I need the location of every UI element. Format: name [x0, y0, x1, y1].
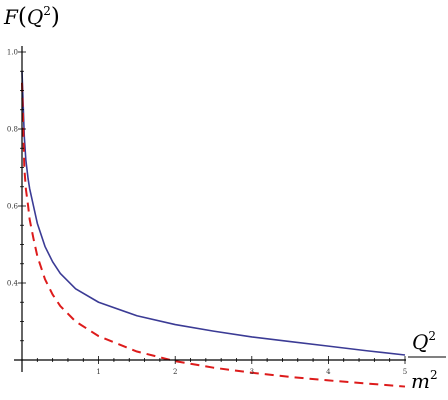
y-tick-label: 1.0: [7, 49, 18, 57]
x-tick-label: 3: [250, 368, 254, 376]
y-label-close: ): [51, 4, 60, 30]
y-label-open: (: [18, 4, 27, 30]
x-label-den-base: m: [411, 369, 430, 393]
x-tick-label: 2: [173, 368, 177, 376]
x-label-num-base: Q: [412, 330, 428, 354]
x-tick-label: 5: [403, 368, 407, 376]
y-label-exp: 2: [43, 4, 51, 18]
x-label-num-exp: 2: [428, 329, 436, 343]
ticks-layer: 1 2 3 4 5 0.4 0.6 0.8 1.0: [7, 49, 407, 377]
x-tick-label: 1: [96, 368, 100, 376]
x-label-numerator: Q2: [412, 329, 436, 354]
series-layer: [21, 71, 406, 388]
x-label-denominator: m2: [411, 368, 438, 393]
y-axis-label: F(Q2): [3, 4, 60, 30]
y-tick-label: 0.6: [7, 203, 19, 211]
y-label-func: F: [3, 5, 19, 29]
solid-series-line: [21, 71, 406, 356]
x-label-den-exp: 2: [430, 368, 438, 382]
dashed-series-line: [21, 82, 406, 388]
axes-layer: [14, 46, 406, 372]
x-tick-label: 4: [326, 368, 331, 376]
y-tick-label: 0.8: [7, 126, 18, 134]
y-label-base: Q: [27, 5, 43, 29]
y-tick-label: 0.4: [7, 280, 19, 288]
